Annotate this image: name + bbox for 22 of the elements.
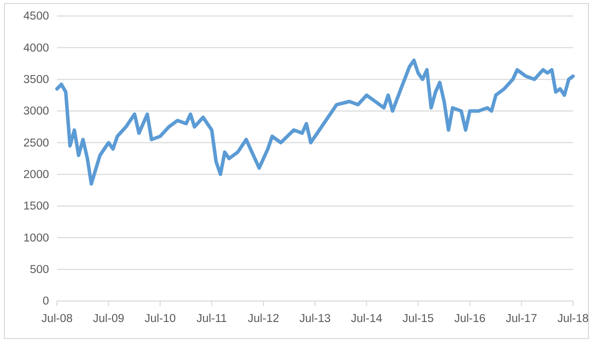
x-tick-label: Jul-13	[299, 313, 331, 326]
y-tick-label: 3500	[23, 74, 49, 86]
x-tick-label: Jul-18	[557, 313, 589, 326]
x-tick-label: Jul-09	[92, 313, 124, 326]
y-tick-label: 2500	[23, 137, 49, 150]
y-tick-label: 4000	[23, 42, 49, 54]
x-tick-label: Jul-11	[196, 313, 227, 326]
y-tick-label: 2000	[23, 169, 49, 182]
x-tick-label: Jul-16	[454, 313, 486, 326]
x-tick-label: Jul-12	[248, 313, 280, 326]
y-tick-label: 1000	[23, 232, 49, 244]
line-series	[55, 58, 575, 186]
x-tick-label: Jul-10	[144, 313, 176, 326]
x-tick-label: Jul-17	[506, 313, 538, 326]
y-tick-label: 3000	[23, 106, 49, 118]
y-tick-label: 500	[30, 264, 49, 276]
x-tick-label: Jul-14	[350, 313, 383, 326]
x-tick-label: Jul-08	[41, 313, 73, 326]
y-tick-label: 1500	[23, 200, 49, 213]
y-tick-label: 4500	[23, 10, 49, 23]
y-tick-label: 0	[42, 296, 49, 308]
x-tick-label: Jul-15	[402, 313, 434, 326]
